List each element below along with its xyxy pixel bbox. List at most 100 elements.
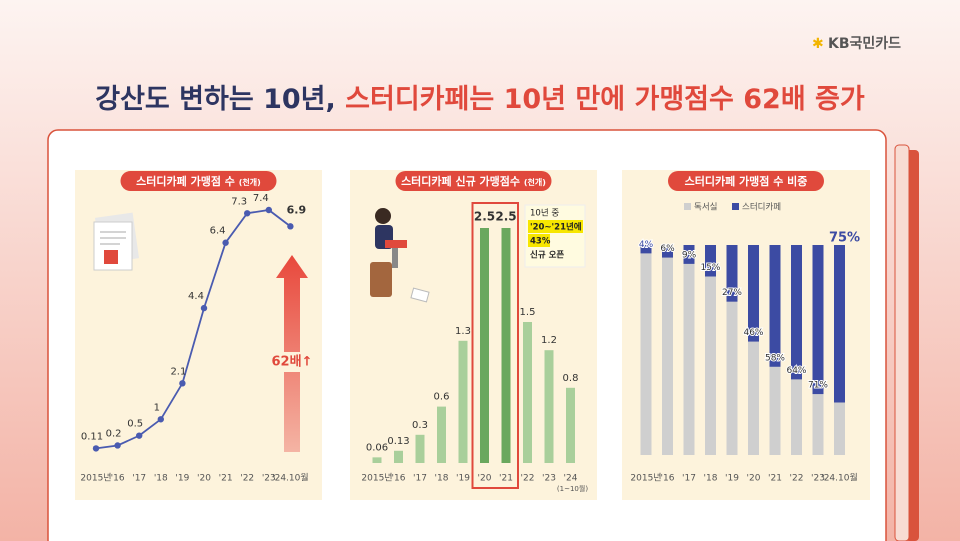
callout-highlight xyxy=(528,234,550,247)
bar-segment xyxy=(748,341,759,455)
value-label: 0.06 xyxy=(366,442,388,453)
x-tick-label: '24 xyxy=(564,474,578,484)
value-label: 9% xyxy=(682,250,697,260)
bar-segment xyxy=(726,245,738,302)
line xyxy=(95,209,291,450)
bar-segment xyxy=(683,245,695,264)
x-tick-label: '16 xyxy=(111,474,125,484)
bar xyxy=(566,387,575,463)
bar xyxy=(501,228,511,463)
point xyxy=(222,239,229,246)
bar xyxy=(394,450,403,463)
value-label: 0.6 xyxy=(434,392,450,403)
value-label: 0.2 xyxy=(106,428,122,439)
x-tick-label: '16 xyxy=(661,474,675,484)
point xyxy=(136,432,143,439)
point xyxy=(265,206,272,214)
x-tick-label: '22 xyxy=(790,474,804,484)
document-icon xyxy=(93,212,140,271)
bar-segment xyxy=(662,245,673,258)
bar-segment xyxy=(812,394,824,455)
value-label: 1.5 xyxy=(520,307,536,318)
x-tick-label: '16 xyxy=(392,474,406,484)
x-tick-label: '19 xyxy=(725,474,739,484)
x-tick-label: '19 xyxy=(456,474,470,484)
value-label: 0.11 xyxy=(81,431,103,442)
panel-unit: (천개) xyxy=(524,177,546,187)
x-tick-label: '20 xyxy=(197,474,211,484)
legend-swatch xyxy=(684,203,691,210)
x-tick-label: 2015년 xyxy=(80,473,111,484)
legend-label: 독서실 xyxy=(694,202,717,213)
bar-segment xyxy=(748,245,759,342)
bar xyxy=(544,350,554,463)
x-tick-label: '21 xyxy=(768,474,782,484)
point xyxy=(287,223,294,230)
value-label: 0.13 xyxy=(387,436,409,447)
callout-text: 신규 오픈 xyxy=(530,250,564,261)
value-label: 6.9 xyxy=(287,203,307,216)
x-tick-label: '20 xyxy=(747,474,761,484)
value-label: 1.3 xyxy=(455,326,471,337)
x-tick-label: 2015년 xyxy=(630,473,661,484)
x-tick-label: '22 xyxy=(521,474,535,484)
bar-segment xyxy=(683,263,695,455)
value-label: 0.5 xyxy=(127,419,143,430)
bar-segment xyxy=(769,245,781,367)
value-label: 58% xyxy=(765,353,785,363)
panel-header xyxy=(120,171,277,191)
callout-highlight xyxy=(528,220,583,233)
bar-segment xyxy=(834,402,845,455)
point xyxy=(244,210,251,217)
value-label: 6% xyxy=(660,244,675,254)
x-tick-label: '23 xyxy=(811,474,825,484)
bar-segment xyxy=(769,366,781,455)
bar xyxy=(372,457,382,463)
panel-title-text: 스터디카페 가맹점 수 비중 xyxy=(685,174,808,188)
value-label: 2.5 xyxy=(495,210,516,224)
value-label: 15% xyxy=(700,263,720,273)
value-label: 4% xyxy=(639,240,654,250)
logo-text: KB국민카드 xyxy=(828,35,901,52)
svg-text:✱: ✱ xyxy=(812,36,824,52)
x-tick-label: '18 xyxy=(704,474,718,484)
legend-swatch xyxy=(732,203,739,210)
point xyxy=(157,416,164,423)
x-tick-label: '24.10월 xyxy=(821,472,858,484)
value-label: 2.5 xyxy=(474,210,495,224)
value-label: 64% xyxy=(786,366,806,376)
bar xyxy=(437,406,446,463)
bar xyxy=(458,340,468,463)
value-label: 1 xyxy=(154,402,160,413)
bar xyxy=(523,322,532,463)
bar-segment xyxy=(812,245,824,395)
callout-text: '20~'21년에 xyxy=(530,222,582,233)
bar-segment xyxy=(640,253,652,455)
value-label: 6.4 xyxy=(210,226,226,237)
x-tick-label: '18 xyxy=(154,474,168,484)
annotation: 62배↑ xyxy=(272,354,313,370)
x-tick-label: '19 xyxy=(175,474,189,484)
category-note: (1~10월) xyxy=(557,484,588,493)
panel-title: 스터디카페 가맹점 수 (천개) xyxy=(136,174,261,188)
point xyxy=(179,380,186,387)
callout-text: 10년 중 xyxy=(530,208,559,219)
x-tick-label: '22 xyxy=(240,474,254,484)
highlight-box xyxy=(471,202,519,489)
value-label: 46% xyxy=(743,328,763,338)
bar-segment xyxy=(640,245,652,254)
callout-text: 43% xyxy=(530,237,551,247)
point xyxy=(200,304,208,312)
page-edge xyxy=(894,144,910,541)
x-tick-label: '18 xyxy=(435,474,449,484)
x-tick-label: 2015년 xyxy=(361,473,392,484)
x-tick-label: '24.10월 xyxy=(272,472,309,484)
x-tick-label: '23 xyxy=(542,474,556,484)
bar-segment xyxy=(791,245,802,380)
value-label: 75% xyxy=(829,231,860,246)
annotation-bg xyxy=(268,352,318,372)
panel-header xyxy=(668,171,824,191)
value-label: 7.4 xyxy=(253,193,269,204)
panel-title: 스터디카페 가맹점 수 비중 xyxy=(685,174,808,188)
